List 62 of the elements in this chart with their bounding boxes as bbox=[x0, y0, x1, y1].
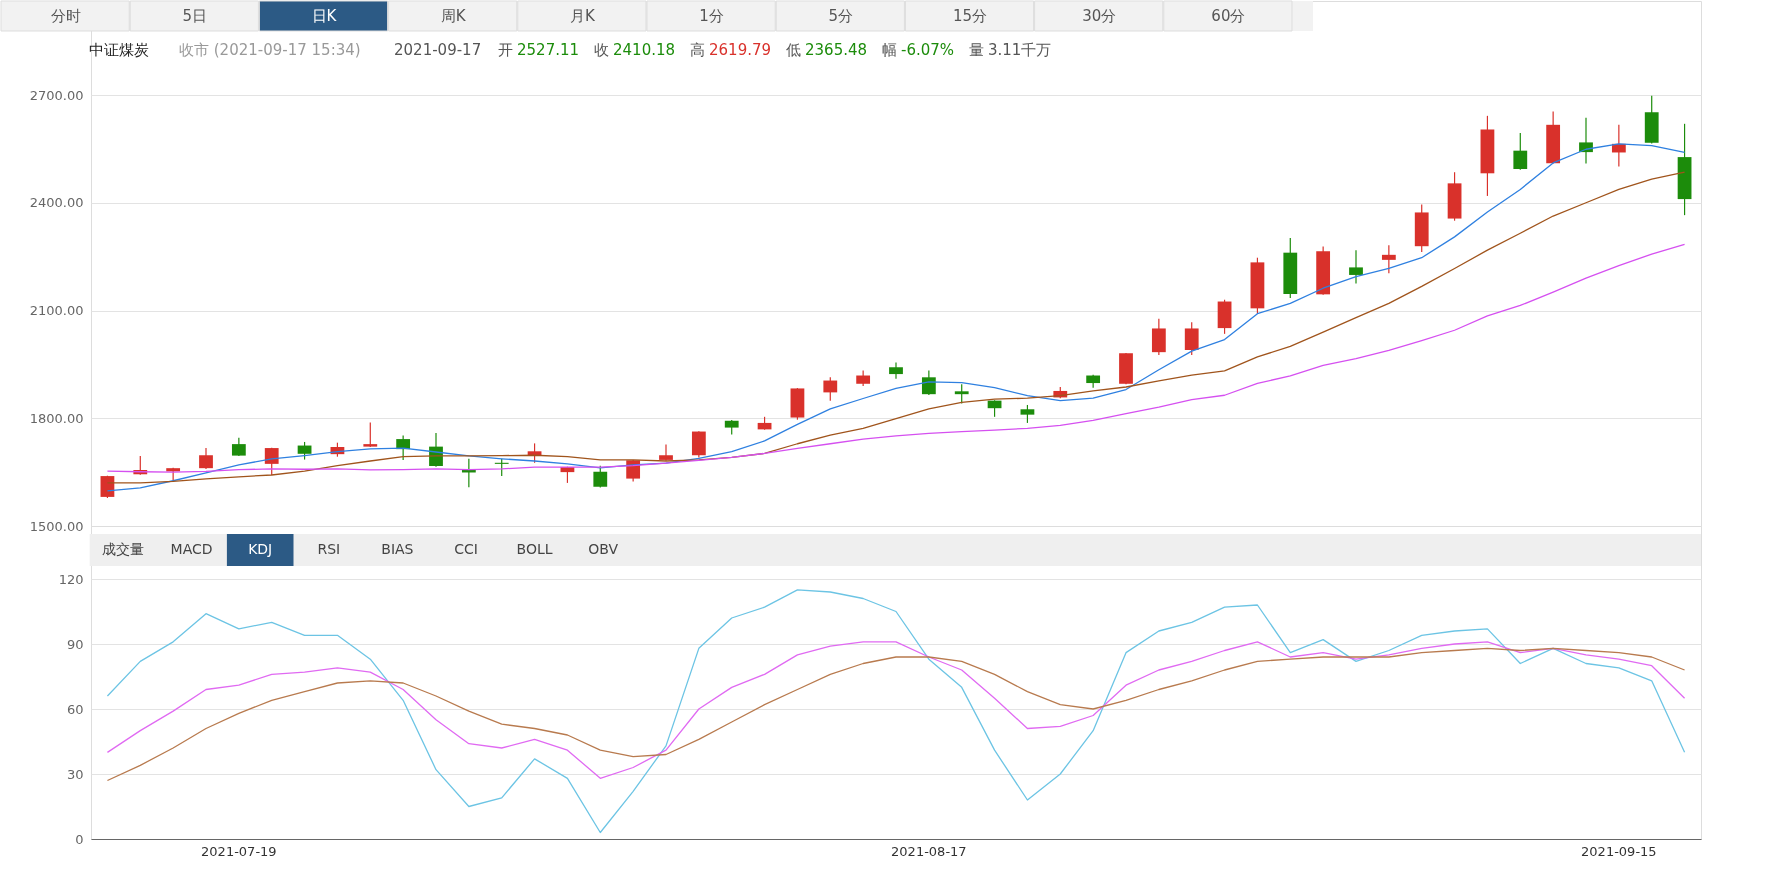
candlestick bbox=[231, 437, 246, 457]
text: 幅 bbox=[882, 41, 897, 59]
text: 低 bbox=[786, 41, 801, 59]
text: MACD bbox=[170, 541, 213, 557]
text: KDJ bbox=[248, 541, 273, 557]
text: 60分 bbox=[1211, 7, 1246, 25]
text: RSI bbox=[317, 541, 341, 557]
candlestick bbox=[823, 376, 838, 402]
text: BOLL bbox=[516, 541, 553, 557]
candlestick bbox=[1184, 321, 1199, 356]
text: 15分 bbox=[952, 7, 988, 25]
text: 分时 bbox=[50, 7, 81, 25]
text: 3.11千万 bbox=[988, 41, 1052, 59]
y-tick-label: 120 bbox=[58, 571, 84, 587]
candlestick bbox=[199, 447, 213, 470]
line-series bbox=[106, 589, 1686, 834]
y-tick-label: 1500.00 bbox=[29, 518, 84, 534]
y-tick-label: 1800.00 bbox=[29, 410, 84, 426]
text: 开 bbox=[498, 41, 513, 59]
text: 高 bbox=[690, 41, 705, 59]
text: 5分 bbox=[828, 7, 854, 25]
text: 2527.11 bbox=[517, 41, 580, 59]
y-tick-label: 2100.00 bbox=[29, 303, 84, 318]
y-tick-label: 2400.00 bbox=[29, 195, 84, 211]
candlestick bbox=[1579, 117, 1593, 165]
candlestick bbox=[1381, 244, 1396, 274]
y-tick-label: 30 bbox=[66, 766, 84, 782]
candlestick bbox=[1349, 249, 1363, 285]
candlestick bbox=[1151, 318, 1166, 356]
x-tick-label: 2021-09-15 bbox=[1581, 843, 1657, 859]
text: BIAS bbox=[381, 541, 414, 557]
text: 1分 bbox=[699, 7, 724, 25]
text: 日K bbox=[311, 7, 338, 25]
y-tick-label: 60 bbox=[66, 701, 84, 717]
candlestick bbox=[954, 383, 969, 405]
text: 收市 (2021-09-17 15:34) bbox=[179, 41, 361, 59]
y-tick-label: 0 bbox=[75, 831, 84, 847]
text: CCI bbox=[454, 541, 478, 557]
chart-title: 中证煤炭 bbox=[89, 41, 149, 59]
text: 收 bbox=[594, 41, 609, 59]
text: -6.07% bbox=[901, 41, 955, 59]
text: 月K bbox=[569, 7, 596, 25]
text: 成交量 bbox=[102, 541, 144, 557]
candlestick bbox=[889, 361, 903, 380]
text: 2365.48 bbox=[805, 41, 868, 59]
text: 周K bbox=[440, 7, 467, 25]
y-tick-label: 2700.00 bbox=[29, 87, 84, 103]
candlestick bbox=[659, 443, 673, 462]
text: 2410.18 bbox=[613, 41, 676, 59]
x-tick-label: 2021-07-19 bbox=[201, 843, 277, 859]
y-tick-label: 90 bbox=[66, 636, 84, 652]
candlestick bbox=[691, 430, 706, 458]
candlestick bbox=[1513, 132, 1528, 171]
candlestick bbox=[921, 369, 936, 396]
text: 量 bbox=[969, 41, 984, 59]
candlestick bbox=[363, 421, 378, 448]
text: 5日 bbox=[182, 7, 208, 25]
text: 30分 bbox=[1082, 7, 1117, 25]
text: 2021-09-17 bbox=[394, 41, 482, 59]
text: 2619.79 bbox=[709, 41, 772, 59]
text: OBV bbox=[588, 541, 619, 557]
x-tick-label: 2021-08-17 bbox=[891, 843, 967, 859]
